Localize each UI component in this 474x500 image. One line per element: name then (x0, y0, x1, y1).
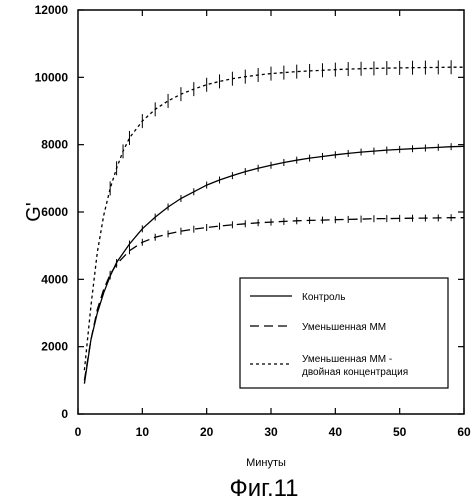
x-tick-label: 0 (75, 425, 82, 439)
x-tick-label: 20 (200, 425, 214, 439)
y-tick-label: 0 (61, 407, 68, 421)
legend-entry-1: Контроль (302, 292, 345, 303)
y-tick-label: 2000 (41, 340, 68, 354)
y-tick-label: 6000 (41, 205, 68, 219)
y-tick-label: 8000 (41, 138, 68, 152)
x-tick-label: 40 (329, 425, 343, 439)
x-axis-label: Минуты (246, 457, 286, 469)
legend-entry-2: Уменьшенная ММ (302, 322, 386, 333)
x-tick-label: 10 (136, 425, 150, 439)
y-tick-label: 12000 (35, 3, 69, 17)
y-tick-label: 10000 (35, 70, 69, 84)
y-tick-label: 4000 (41, 272, 68, 286)
x-tick-label: 60 (457, 425, 471, 439)
y-axis-label: G' (23, 202, 45, 221)
figure-caption: Фиг.11 (229, 475, 298, 500)
x-tick-label: 30 (264, 425, 278, 439)
legend: КонтрольУменьшенная ММУменьшенная ММ -дв… (240, 278, 448, 388)
x-tick-label: 50 (393, 425, 407, 439)
